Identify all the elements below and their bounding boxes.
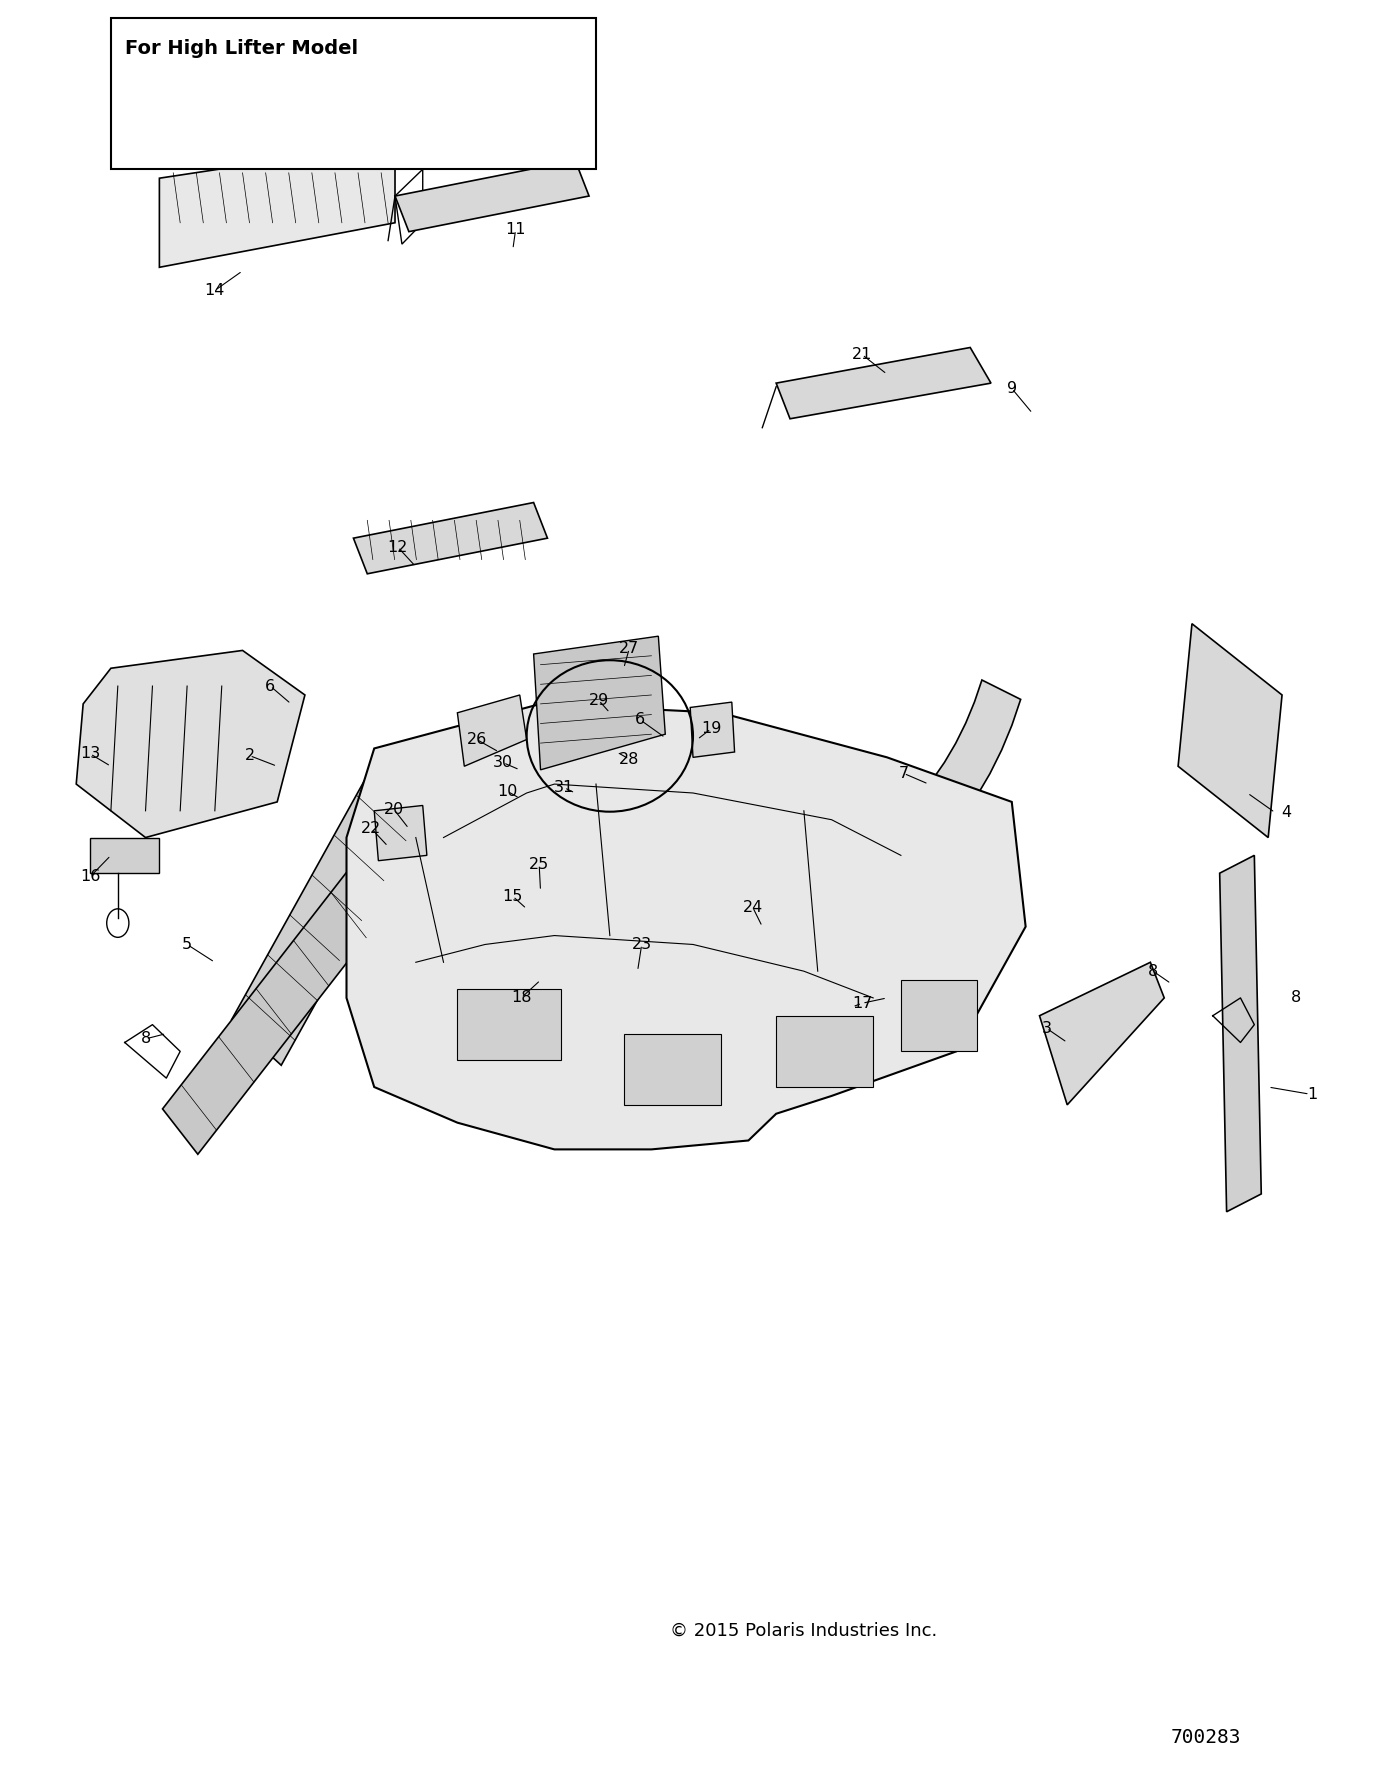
Text: 700283: 700283 [1171,1729,1240,1746]
Text: 8: 8 [1290,991,1301,1005]
Text: 29: 29 [589,693,608,707]
Text: 2: 2 [244,748,255,763]
Text: 3: 3 [1041,1021,1052,1035]
Polygon shape [162,868,385,1155]
FancyBboxPatch shape [111,18,596,169]
Text: 1: 1 [1307,1087,1318,1101]
Text: 13: 13 [80,747,100,761]
Polygon shape [90,838,159,873]
Bar [901,980,977,1051]
Polygon shape [457,695,527,766]
Text: 17: 17 [852,996,872,1010]
Polygon shape [1178,624,1282,838]
Text: © 2015 Polaris Industries Inc.: © 2015 Polaris Industries Inc. [671,1622,937,1639]
Text: 7: 7 [898,766,909,781]
Text: 18: 18 [511,991,531,1005]
Text: 25: 25 [529,857,549,871]
Polygon shape [374,805,427,861]
Text: For High Lifter Model: For High Lifter Model [125,39,358,59]
Bar [457,989,561,1060]
Text: 31: 31 [554,781,574,795]
Polygon shape [681,681,1020,927]
Polygon shape [1040,962,1164,1105]
Text: 6: 6 [635,713,646,727]
Text: 8: 8 [140,1032,151,1046]
Polygon shape [690,702,735,757]
Polygon shape [231,770,420,1066]
Text: 5: 5 [182,937,193,952]
Text: 11: 11 [506,223,525,237]
Text: 27: 27 [620,642,639,656]
Text: 6: 6 [265,679,276,693]
Text: 14: 14 [205,283,225,298]
Text: 21: 21 [852,347,872,362]
Text: 12: 12 [388,540,407,554]
Text: 28: 28 [620,752,639,766]
Text: 10: 10 [498,784,517,798]
Text: 24: 24 [743,900,762,914]
Text: 26: 26 [467,732,486,747]
Text: 22: 22 [362,822,381,836]
Bar [624,1034,721,1105]
Text: 9: 9 [1006,381,1017,396]
Text: 16: 16 [80,870,100,884]
Polygon shape [346,704,1026,1149]
Polygon shape [353,503,547,574]
Text: 20: 20 [384,802,403,816]
Polygon shape [534,636,665,770]
Polygon shape [776,347,991,419]
Polygon shape [76,650,305,838]
Text: 30: 30 [493,756,513,770]
Polygon shape [1220,855,1261,1212]
Text: 23: 23 [632,937,651,952]
Polygon shape [159,143,395,267]
Polygon shape [395,160,589,232]
Text: 19: 19 [701,722,721,736]
Bar [776,1016,873,1087]
Text: 15: 15 [503,889,523,903]
Text: 4: 4 [1281,805,1292,820]
Text: 8: 8 [1148,964,1159,978]
